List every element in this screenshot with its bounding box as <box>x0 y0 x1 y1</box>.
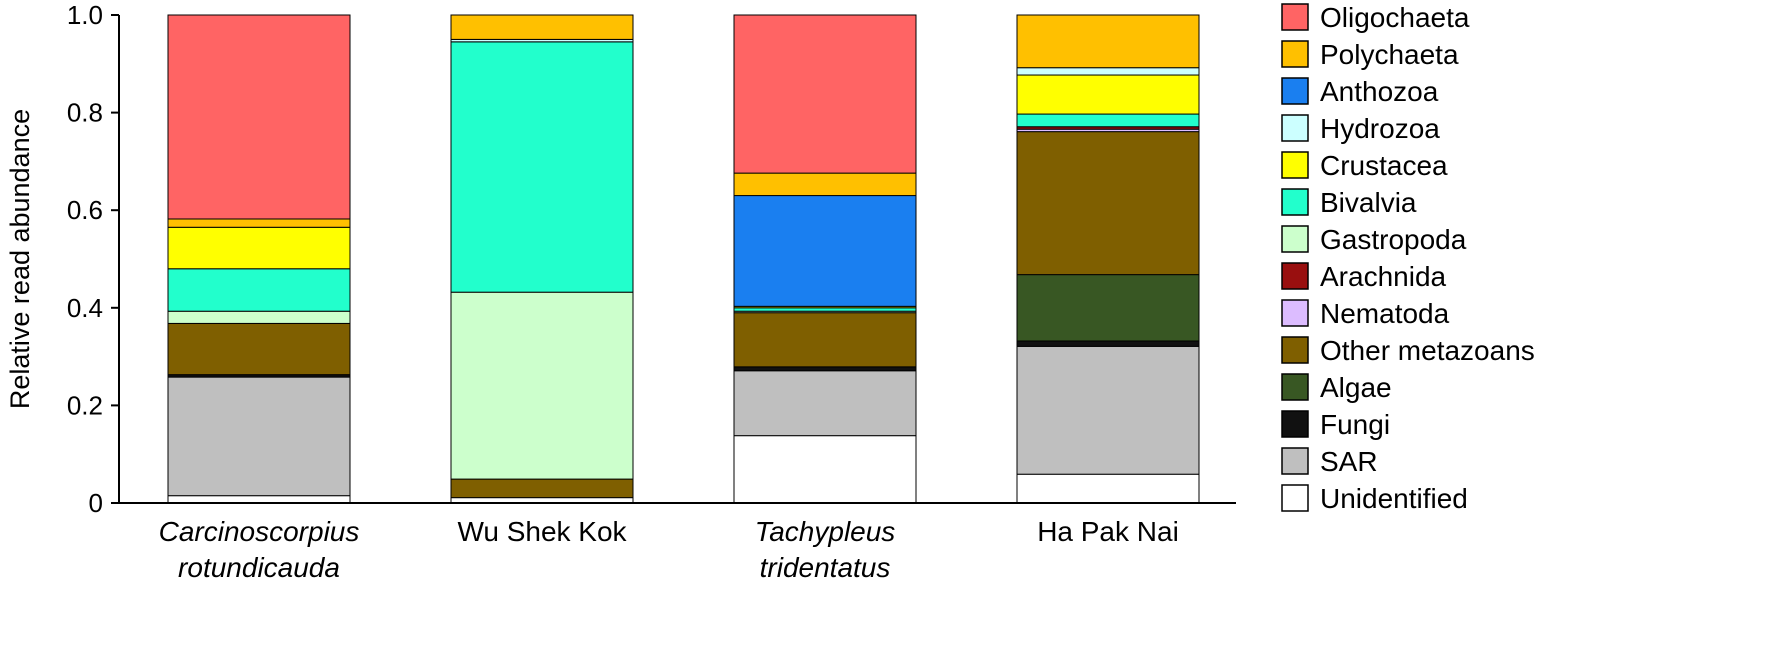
bar-segment-carcinoscorpius-rotundicauda-gastropoda <box>167 310 351 324</box>
bar-segment-carcinoscorpius-rotundicauda-oligochaeta <box>167 14 351 220</box>
legend-swatch <box>1281 188 1309 216</box>
legend-swatch <box>1281 484 1309 512</box>
legend-item-sar: SAR <box>1281 446 1378 477</box>
bar-segment-carcinoscorpius-rotundicauda-other-metazoans <box>167 322 351 376</box>
legend-item-polychaeta: Polychaeta <box>1281 39 1459 70</box>
bar-segment-wu-shek-kok-bivalvia <box>450 41 634 293</box>
x-category-label-line: Ha Pak Nai <box>1037 516 1179 547</box>
bar-segment-carcinoscorpius-rotundicauda-crustacea <box>167 226 351 270</box>
bar-segment-tachypleus-tridentatus-sar <box>733 370 917 437</box>
legend-item-crustacea: Crustacea <box>1281 150 1448 181</box>
x-category-label: Carcinoscorpius rotundicauda <box>159 516 360 583</box>
legend-item-nematoda: Nematoda <box>1281 298 1450 329</box>
x-category-label-line: tridentatus <box>760 552 891 583</box>
bar-segment-ha-pak-nai-bivalvia <box>1016 113 1200 128</box>
bar-segment-ha-pak-nai-polychaeta <box>1016 14 1200 69</box>
bar-segment-tachypleus-tridentatus-other-metazoans <box>733 312 917 368</box>
legend-label: Unidentified <box>1320 483 1468 514</box>
bar-segment-wu-shek-kok-polychaeta <box>450 14 634 40</box>
x-category-label-line: Carcinoscorpius <box>159 516 360 547</box>
bar-segment-ha-pak-nai-sar <box>1016 345 1200 475</box>
legend-swatch <box>1281 410 1309 438</box>
legend-label: Crustacea <box>1320 150 1448 181</box>
y-tick-label: 0 <box>89 488 103 518</box>
legend-swatch <box>1281 225 1309 253</box>
bar-segment-wu-shek-kok-other-metazoans <box>450 478 634 499</box>
x-category-label: Ha Pak Nai <box>1037 516 1179 547</box>
legend-item-other-metazoans: Other metazoans <box>1281 335 1535 366</box>
legend-item-fungi: Fungi <box>1281 409 1390 440</box>
legend-layer: Oligochaeta Polychaeta Anthozoa Hydrozoa Cru… <box>1281 2 1535 514</box>
x-category-label-line: Wu Shek Kok <box>457 516 627 547</box>
legend-item-algae: Algae <box>1281 372 1392 403</box>
bar-stack-ha-pak-nai <box>1016 14 1200 504</box>
legend-label: Oligochaeta <box>1320 2 1470 33</box>
legend-item-unidentified: Unidentified <box>1281 483 1468 514</box>
legend-label: Arachnida <box>1320 261 1447 292</box>
y-tick-label: 0.8 <box>67 98 103 128</box>
bar-segment-carcinoscorpius-rotundicauda-unidentified <box>167 495 351 504</box>
legend-label: Gastropoda <box>1320 224 1467 255</box>
bar-segment-tachypleus-tridentatus-anthozoa <box>733 195 917 307</box>
legend-label: Polychaeta <box>1320 39 1459 70</box>
bar-segment-carcinoscorpius-rotundicauda-polychaeta <box>167 218 351 228</box>
legend-label: Bivalvia <box>1320 187 1417 218</box>
y-tick-label: 1.0 <box>67 0 103 30</box>
bar-segment-wu-shek-kok-gastropoda <box>450 291 634 480</box>
legend-swatch <box>1281 151 1309 179</box>
bars-layer <box>167 14 1200 504</box>
legend-item-arachnida: Arachnida <box>1281 261 1447 292</box>
legend-swatch <box>1281 299 1309 327</box>
bar-segment-carcinoscorpius-rotundicauda-sar <box>167 376 351 497</box>
legend-label: Nematoda <box>1320 298 1450 329</box>
x-category-label: Tachypleus tridentatus <box>755 516 896 583</box>
legend-swatch <box>1281 114 1309 142</box>
legend-label: Anthozoa <box>1320 76 1439 107</box>
x-category-label: Wu Shek Kok <box>457 516 627 547</box>
bar-segment-ha-pak-nai-fungi <box>1016 340 1200 347</box>
y-tick-label: 0.6 <box>67 195 103 225</box>
legend-swatch <box>1281 373 1309 401</box>
legend-item-bivalvia: Bivalvia <box>1281 187 1417 218</box>
bar-segment-ha-pak-nai-crustacea <box>1016 74 1200 115</box>
bar-stack-wu-shek-kok <box>450 14 634 504</box>
legend-item-oligochaeta: Oligochaeta <box>1281 2 1470 33</box>
bar-stack-tachypleus-tridentatus <box>733 14 917 504</box>
bar-segment-tachypleus-tridentatus-polychaeta <box>733 172 917 197</box>
legend-item-gastropoda: Gastropoda <box>1281 224 1467 255</box>
legend-item-anthozoa: Anthozoa <box>1281 76 1439 107</box>
bar-segment-carcinoscorpius-rotundicauda-bivalvia <box>167 268 351 312</box>
legend-label: Hydrozoa <box>1320 113 1440 144</box>
bar-segment-tachypleus-tridentatus-unidentified <box>733 435 917 504</box>
axis-layer: 0 0.2 0.4 0.6 0.8 1.0 Relative read abundance C… <box>5 0 1236 583</box>
bar-segment-ha-pak-nai-unidentified <box>1016 473 1200 504</box>
bar-stack-carcinoscorpius-rotundicauda <box>167 14 351 504</box>
bar-segment-tachypleus-tridentatus-bivalvia <box>733 307 917 312</box>
x-category-label-line: Tachypleus <box>755 516 896 547</box>
y-tick-label: 0.2 <box>67 390 103 420</box>
bar-segment-ha-pak-nai-algae <box>1016 274 1200 342</box>
bar-segment-ha-pak-nai-hydrozoa <box>1016 67 1200 76</box>
legend-swatch <box>1281 336 1309 364</box>
legend-label: SAR <box>1320 446 1378 477</box>
bar-segment-ha-pak-nai-other-metazoans <box>1016 131 1200 276</box>
y-tick-label: 0.4 <box>67 293 103 323</box>
legend-label: Algae <box>1320 372 1392 403</box>
legend-item-hydrozoa: Hydrozoa <box>1281 113 1440 144</box>
x-category-label-line: rotundicauda <box>178 552 340 583</box>
legend-swatch <box>1281 77 1309 105</box>
legend-label: Fungi <box>1320 409 1390 440</box>
legend-swatch <box>1281 262 1309 290</box>
bar-segment-tachypleus-tridentatus-fungi <box>733 366 917 372</box>
legend-swatch <box>1281 447 1309 475</box>
legend-swatch <box>1281 40 1309 68</box>
legend-label: Other metazoans <box>1320 335 1535 366</box>
bar-segment-tachypleus-tridentatus-oligochaeta <box>733 14 917 174</box>
legend-swatch <box>1281 3 1309 31</box>
y-axis-title: Relative read abundance <box>5 109 35 409</box>
